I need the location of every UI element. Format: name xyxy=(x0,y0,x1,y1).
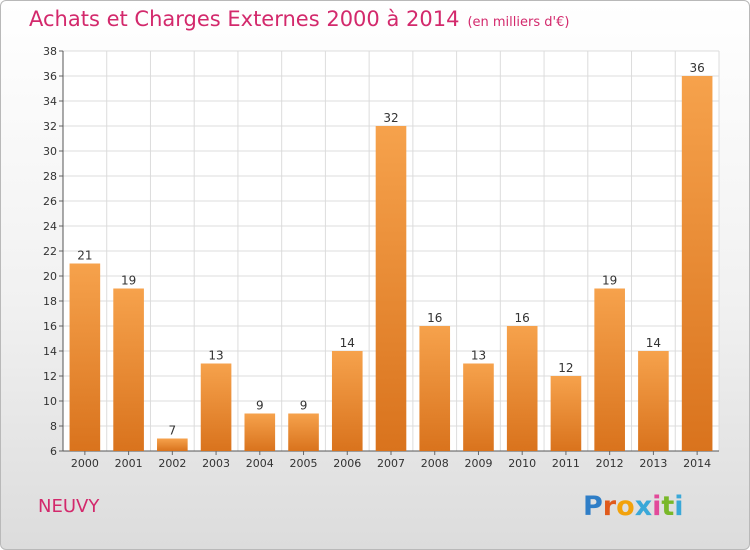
bar-value-label: 16 xyxy=(427,311,442,325)
place-name: NEUVY xyxy=(38,496,100,517)
bar-value-label: 14 xyxy=(646,336,661,350)
logo-letter: i xyxy=(652,491,662,522)
x-tick-label: 2009 xyxy=(464,457,492,470)
bar-value-label: 36 xyxy=(689,61,704,75)
y-tick-label: 30 xyxy=(43,145,57,158)
logo-letter: x xyxy=(634,491,653,522)
logo-letter: o xyxy=(616,491,635,522)
logo-letter: t xyxy=(661,491,675,522)
x-tick-label: 2010 xyxy=(508,457,536,470)
x-tick-label: 2014 xyxy=(683,457,711,470)
x-tick-label: 2011 xyxy=(552,457,580,470)
y-tick-label: 20 xyxy=(43,270,57,283)
logo-letter: i xyxy=(674,491,684,522)
bars xyxy=(69,76,713,451)
bar-value-label: 21 xyxy=(77,249,92,263)
bar-2006 xyxy=(331,351,363,451)
y-tick-label: 34 xyxy=(43,95,57,108)
bar-value-label: 19 xyxy=(602,274,617,288)
x-tick-label: 2002 xyxy=(158,457,186,470)
chart-subtitle: (en milliers d'€) xyxy=(467,15,570,30)
bar-2009 xyxy=(463,363,494,451)
y-tick-label: 10 xyxy=(43,395,57,408)
bar-2008 xyxy=(419,326,451,451)
x-tick-label: 2012 xyxy=(596,457,624,470)
y-tick-label: 26 xyxy=(43,195,57,208)
bar-value-label: 7 xyxy=(169,424,177,438)
bar-2000 xyxy=(69,263,101,451)
bar-value-label: 9 xyxy=(300,399,308,413)
title-text: Achats et Charges Externes 2000 à 2014 xyxy=(29,7,460,31)
x-tick-label: 2008 xyxy=(421,457,449,470)
bar-2013 xyxy=(638,351,669,451)
bar-value-label: 9 xyxy=(256,399,264,413)
bar-2007 xyxy=(375,126,407,451)
bar-2005 xyxy=(288,413,319,451)
bar-value-label: 16 xyxy=(515,311,530,325)
y-tick-label: 12 xyxy=(43,370,57,383)
y-tick-label: 24 xyxy=(43,220,57,233)
y-tick-label: 38 xyxy=(43,45,57,58)
bar-value-label: 32 xyxy=(383,111,398,125)
logo-letter: r xyxy=(602,491,617,522)
x-tick-label: 2004 xyxy=(246,457,274,470)
bar-value-label: 14 xyxy=(340,336,355,350)
chart-title: Achats et Charges Externes 2000 à 2014 (e… xyxy=(29,7,569,31)
y-tick-label: 28 xyxy=(43,170,57,183)
y-tick-label: 16 xyxy=(43,320,57,333)
bar-value-label: 13 xyxy=(471,349,486,363)
y-tick-label: 18 xyxy=(43,295,57,308)
bar-2010 xyxy=(506,326,538,451)
y-tick-label: 22 xyxy=(43,245,57,258)
y-tick-label: 6 xyxy=(50,445,57,458)
bar-2003 xyxy=(200,363,232,451)
bar-2002 xyxy=(157,438,188,451)
x-tick-label: 2006 xyxy=(333,457,361,470)
y-tick-label: 32 xyxy=(43,120,57,133)
bar-2004 xyxy=(244,413,276,451)
bar-2012 xyxy=(594,288,625,451)
x-tick-label: 2001 xyxy=(115,457,143,470)
x-tick-label: 2000 xyxy=(71,457,99,470)
y-tick-label: 8 xyxy=(50,420,57,433)
x-tick-label: 2005 xyxy=(290,457,318,470)
x-tick-label: 2007 xyxy=(377,457,405,470)
bar-value-label: 13 xyxy=(208,349,223,363)
bar-value-label: 12 xyxy=(558,361,573,375)
bar-2011 xyxy=(550,376,582,451)
x-tick-label: 2013 xyxy=(639,457,667,470)
y-tick-label: 14 xyxy=(43,345,57,358)
bar-2001 xyxy=(113,288,144,451)
proxiti-logo: Proxiti xyxy=(583,491,684,522)
logo-letter: P xyxy=(583,491,603,522)
labels: 6 8 10 12 14 16 18 20 22 24 26 28 30 32 34 36 38 21 2000 19… xyxy=(43,45,711,470)
x-tick-label: 2003 xyxy=(202,457,230,470)
bar-value-label: 19 xyxy=(121,274,136,288)
y-tick-label: 36 xyxy=(43,70,57,83)
bar-2014 xyxy=(681,76,713,451)
